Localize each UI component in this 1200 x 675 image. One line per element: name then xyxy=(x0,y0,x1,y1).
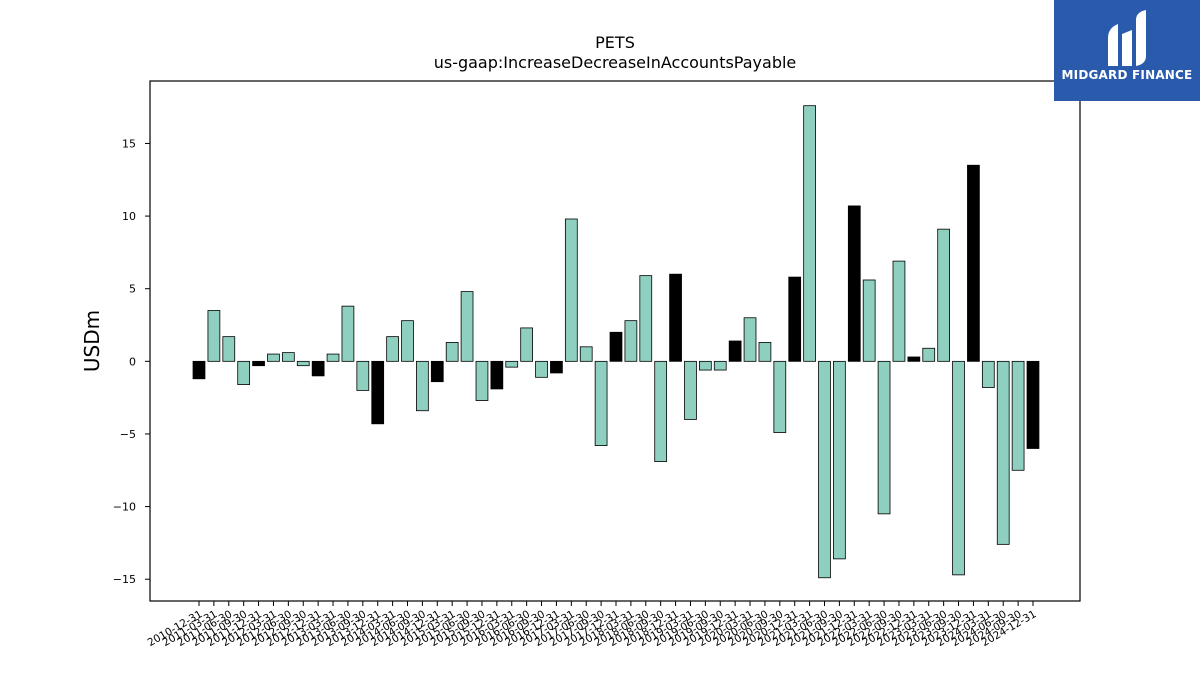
bar-2019-12-31 xyxy=(728,340,742,362)
plot-frame xyxy=(149,80,1081,602)
bar-2023-09-30 xyxy=(952,360,965,576)
brand-logo: MIDGARD FINANCE xyxy=(1054,0,1200,101)
bar-2011-06-30 xyxy=(222,336,236,362)
bar-2017-03-31 xyxy=(564,218,578,362)
bar-2014-06-30 xyxy=(401,320,414,362)
bar-2018-09-30 xyxy=(654,360,668,462)
bar-2016-06-30 xyxy=(520,327,534,362)
bar-2014-03-31 xyxy=(386,336,399,362)
bar-2022-09-30 xyxy=(892,260,906,362)
y-axis: −15 −10 −5 0 5 10 15 xyxy=(113,137,150,586)
bar-2013-06-30 xyxy=(341,305,355,362)
bars-group xyxy=(192,105,1040,579)
bar-2022-03-31 xyxy=(862,279,876,362)
bar-2022-06-30 xyxy=(877,360,891,515)
logo-mark-icon xyxy=(1108,10,1146,66)
bar-2017-06-30 xyxy=(579,346,593,362)
bar-2015-12-31 xyxy=(490,360,504,390)
y-tick-label: 0 xyxy=(129,355,136,368)
bar-2014-12-31 xyxy=(430,360,444,383)
bar-2019-03-31 xyxy=(684,360,697,420)
bar-2023-03-31 xyxy=(922,347,936,362)
bar-2011-03-31 xyxy=(207,310,221,362)
bar-2023-12-31 xyxy=(967,164,980,362)
bar-2024-06-30 xyxy=(996,360,1010,545)
bar-2014-09-30 xyxy=(416,360,429,412)
bar-2020-03-31 xyxy=(743,317,757,362)
bar-2020-06-30 xyxy=(758,342,772,362)
bar-2020-12-31 xyxy=(788,276,802,362)
bar-2017-12-31 xyxy=(609,331,623,362)
bar-2012-09-30 xyxy=(296,360,310,367)
bar-2012-12-31 xyxy=(311,360,325,377)
chart-subtitle: us-gaap:IncreaseDecreaseInAccountsPayabl… xyxy=(434,53,797,72)
bar-2015-06-30 xyxy=(460,291,474,362)
y-tick-label: 15 xyxy=(122,137,136,150)
bar-2019-09-30 xyxy=(713,360,727,371)
chart-title: PETS xyxy=(595,33,635,52)
logo-text: MIDGARD FINANCE xyxy=(1061,68,1193,82)
bar-2021-12-31 xyxy=(847,205,861,362)
bar-2013-12-31 xyxy=(371,360,385,425)
y-tick-label: 10 xyxy=(122,210,136,223)
bar-2011-12-31 xyxy=(252,360,265,367)
bar-2015-03-31 xyxy=(445,342,459,362)
bar-2024-03-31 xyxy=(981,360,995,388)
bar-2016-12-31 xyxy=(550,360,563,374)
y-axis-label: USDm xyxy=(80,310,104,372)
y-tick-label: 5 xyxy=(129,283,136,296)
bar-2021-09-30 xyxy=(833,360,846,560)
x-axis: 2010-12-312011-03-312011-06-302011-09-30… xyxy=(146,601,1039,649)
bar-2012-03-31 xyxy=(267,353,280,362)
bar-2012-06-30 xyxy=(281,352,295,362)
bar-2013-03-31 xyxy=(326,353,340,362)
y-tick-label: −5 xyxy=(120,428,136,441)
bar-2019-06-30 xyxy=(699,360,712,371)
bar-2011-09-30 xyxy=(237,360,251,385)
bar-2018-03-31 xyxy=(624,320,638,362)
bar-2017-09-30 xyxy=(594,360,608,446)
bar-2018-12-31 xyxy=(669,273,682,362)
bar-2016-09-30 xyxy=(535,360,548,378)
bar-2016-03-31 xyxy=(505,360,519,368)
y-tick-label: −15 xyxy=(113,573,136,586)
bar-2015-09-30 xyxy=(475,360,489,401)
y-tick-label: −10 xyxy=(113,501,136,514)
bar-2024-09-30 xyxy=(1011,360,1025,471)
bar-2010-12-31 xyxy=(192,360,206,380)
bar-2022-12-31 xyxy=(907,356,921,362)
bar-2024-12-31 xyxy=(1026,360,1040,449)
bar-2021-06-30 xyxy=(818,360,831,579)
bar-2023-06-30 xyxy=(937,228,951,362)
bar-2018-06-30 xyxy=(639,275,653,362)
bar-2013-09-30 xyxy=(356,360,370,391)
bar-2021-03-31 xyxy=(803,105,816,362)
bar-2020-09-30 xyxy=(773,360,787,433)
